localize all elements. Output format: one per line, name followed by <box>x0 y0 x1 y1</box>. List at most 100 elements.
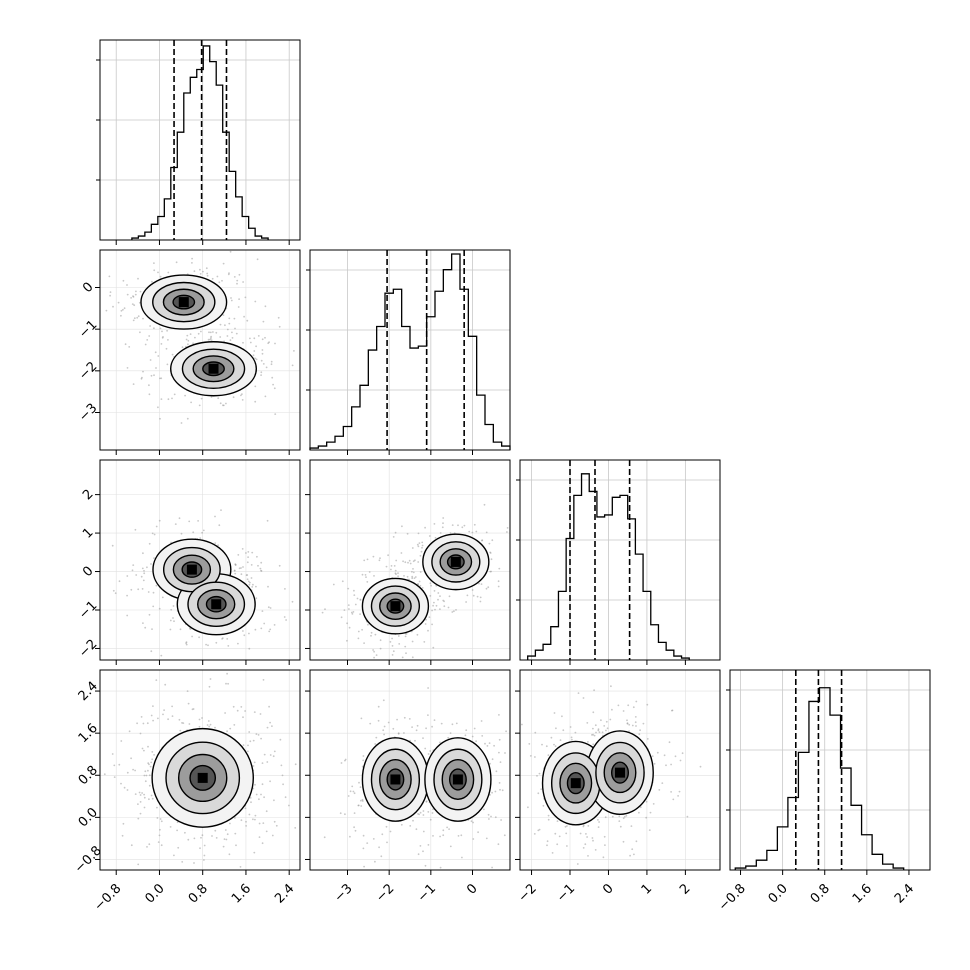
sample-point <box>156 817 159 819</box>
sample-point <box>144 626 147 629</box>
sample-point <box>381 833 384 836</box>
sample-point <box>249 341 252 344</box>
sample-point <box>594 849 597 851</box>
sample-point <box>499 788 501 791</box>
sample-point <box>255 597 258 600</box>
y-axis-ticks <box>515 690 520 860</box>
sample-point <box>191 708 194 711</box>
sample-point <box>221 279 223 282</box>
sample-point <box>258 798 260 801</box>
sample-point <box>442 829 445 832</box>
sample-point <box>203 844 206 847</box>
sample-point <box>449 845 452 848</box>
histogram-panel-3 <box>516 460 720 660</box>
sample-point <box>352 790 355 793</box>
sample-point <box>134 793 137 795</box>
sample-point <box>490 558 493 561</box>
sample-point <box>139 794 142 796</box>
sample-point <box>145 774 148 777</box>
x-axis-ticks <box>347 450 473 455</box>
sample-point <box>392 727 395 730</box>
sample-point <box>366 558 369 561</box>
sample-point <box>142 317 144 320</box>
sample-point <box>609 718 612 721</box>
sample-point <box>150 650 153 653</box>
sample-point <box>565 832 568 835</box>
sample-point <box>598 821 600 823</box>
sample-point <box>269 754 272 756</box>
histogram-panel-2 <box>306 250 511 450</box>
sample-point <box>179 729 182 732</box>
sample-point <box>208 685 211 688</box>
sample-point <box>408 559 411 562</box>
sample-point <box>179 628 182 631</box>
sample-point <box>167 718 170 721</box>
sample-point <box>558 835 561 838</box>
sample-point <box>442 834 445 837</box>
sample-point <box>111 544 114 547</box>
sample-point <box>591 837 594 839</box>
sample-point <box>406 532 409 535</box>
y-tick-label: 1 <box>80 525 96 541</box>
sample-point <box>382 729 385 732</box>
sample-point <box>186 690 189 692</box>
sample-point <box>203 854 206 857</box>
sample-point <box>362 759 365 762</box>
sample-point <box>427 844 430 846</box>
sample-point <box>238 567 241 570</box>
sample-point <box>141 747 144 750</box>
sample-point <box>379 557 381 560</box>
sample-point <box>597 826 600 828</box>
sample-point <box>489 762 491 765</box>
sample-point <box>645 816 648 819</box>
sample-point <box>126 789 129 791</box>
sample-point <box>278 564 281 567</box>
sample-point <box>506 531 508 533</box>
sample-point <box>214 542 217 544</box>
sample-point <box>582 847 585 849</box>
sample-point <box>209 331 212 334</box>
sample-point <box>447 736 450 739</box>
sample-point <box>149 325 152 327</box>
sample-point <box>561 715 563 718</box>
sample-point <box>387 721 390 724</box>
sample-point <box>359 599 362 601</box>
sample-point <box>417 532 420 535</box>
sample-point <box>361 573 364 576</box>
x-tick-label: −2 <box>373 881 397 905</box>
sample-point <box>160 343 163 345</box>
sample-point <box>442 599 445 602</box>
sample-point <box>363 559 366 562</box>
histogram-panel-4 <box>726 670 930 870</box>
y-tick-label: −1 <box>76 598 100 622</box>
sample-point <box>455 722 458 725</box>
sample-point <box>370 634 372 637</box>
sample-point <box>269 780 271 783</box>
joint-frame <box>309 669 511 871</box>
sample-point <box>394 569 397 572</box>
sample-point <box>498 567 501 570</box>
sample-point <box>210 335 213 338</box>
y-axis-ticks: −3 −2 −1 0 <box>76 280 100 425</box>
sample-point <box>635 840 638 843</box>
sample-point <box>431 623 433 626</box>
sample-point <box>189 628 192 630</box>
sample-point <box>211 277 214 280</box>
joint-frame <box>99 459 301 661</box>
sample-point <box>645 800 648 803</box>
sample-point <box>157 841 160 843</box>
sample-point <box>256 258 259 261</box>
sample-point <box>254 400 257 403</box>
sample-point <box>466 594 469 597</box>
sample-point <box>429 818 432 821</box>
x-tick-label: −3 <box>332 881 356 905</box>
sample-point <box>547 754 550 757</box>
joint-panel-4-1 <box>100 670 300 870</box>
sample-point <box>146 846 148 848</box>
y-tick-label: −3 <box>76 401 100 425</box>
sample-point <box>193 270 196 273</box>
sample-point <box>235 844 237 847</box>
sample-point <box>651 755 654 757</box>
sample-point <box>427 714 429 716</box>
sample-point <box>170 608 173 611</box>
